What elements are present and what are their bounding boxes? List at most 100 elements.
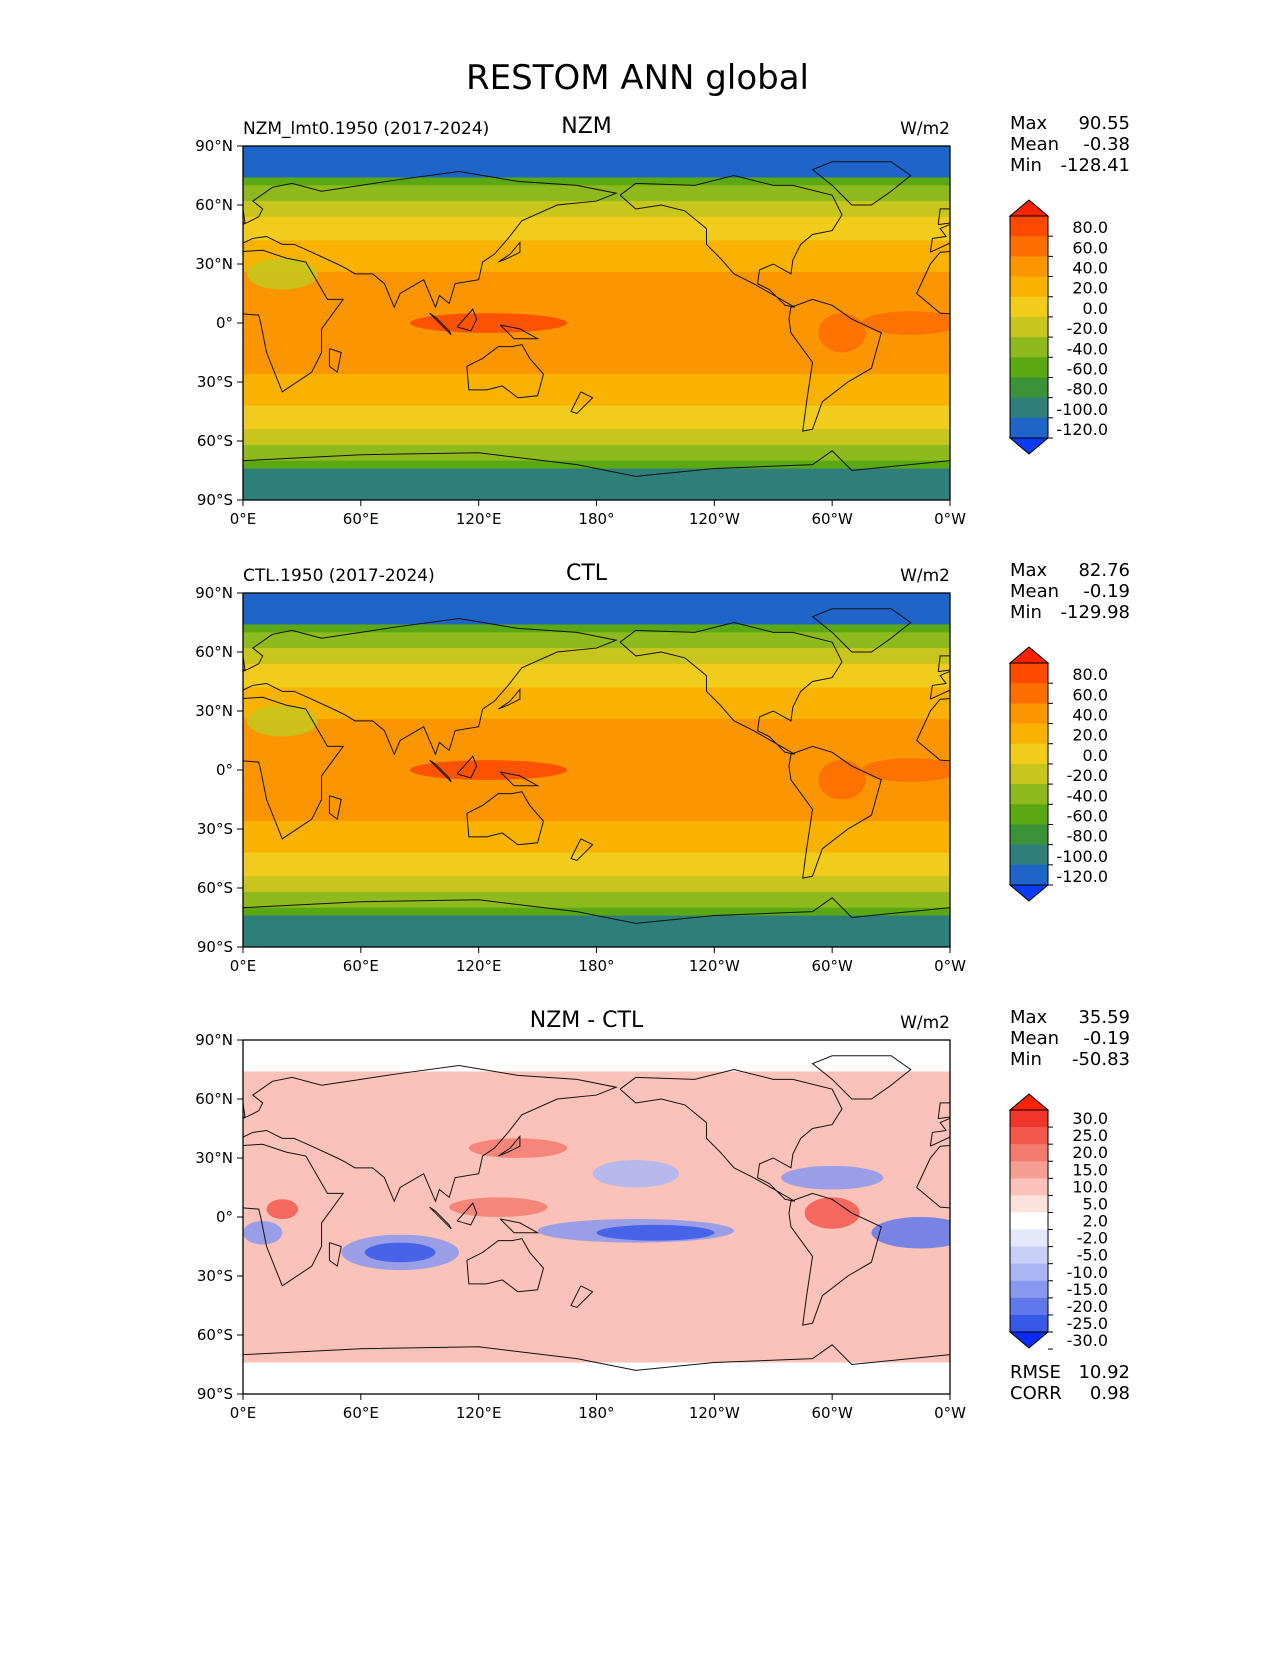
field-band <box>243 444 950 454</box>
field-band <box>243 1299 950 1309</box>
colorbar-segment <box>1010 763 1048 785</box>
field-band <box>243 1346 950 1356</box>
field-band <box>243 224 950 234</box>
field-band <box>243 593 950 602</box>
y-tick-label: 60°S <box>197 1326 233 1344</box>
extra-stat-value: 0.98 <box>1090 1383 1130 1404</box>
colorbar-frame <box>1009 215 1049 439</box>
field-band <box>243 789 950 799</box>
colorbar-frame <box>1009 662 1049 886</box>
extra-stat-value: 10.92 <box>1078 1362 1130 1383</box>
colorbar-extend-top <box>1008 199 1050 217</box>
coastline <box>498 687 521 710</box>
field-band <box>243 671 950 681</box>
coastline <box>328 1242 342 1268</box>
field-band <box>243 366 950 375</box>
colorbar-extend-bottom <box>1008 437 1050 455</box>
field-band <box>243 1291 950 1301</box>
coastline <box>243 696 345 840</box>
field-patch <box>246 705 318 737</box>
field-band <box>243 829 950 838</box>
field-band <box>243 1071 950 1081</box>
field-band <box>243 153 950 163</box>
colorbar-label: 15.0 <box>1072 1160 1108 1179</box>
field-band <box>243 358 950 368</box>
colorbar-segment <box>1010 337 1048 358</box>
x-tick-label: 180° <box>578 957 614 975</box>
panel-2: 0°E 60°E 120°E 180° 120°W 60°W 0°W 90°N 60°N 30°N… <box>195 560 1130 975</box>
coastline <box>243 897 950 924</box>
stat-label: Max <box>1010 560 1048 581</box>
x-tick-label: 0°E <box>230 957 257 975</box>
colorbar-segment <box>1010 1161 1048 1179</box>
field-band <box>243 484 950 493</box>
field-band <box>243 1315 950 1324</box>
field-band <box>243 1102 950 1112</box>
x-tick-label: 60°W <box>811 510 853 528</box>
x-tick-label: 120°E <box>456 510 502 528</box>
field-band <box>243 1323 950 1332</box>
field-band <box>243 232 950 242</box>
field-band <box>243 734 950 744</box>
coastline <box>1207 1219 1244 1233</box>
coastline <box>499 324 540 340</box>
coastline <box>243 171 618 309</box>
coastline <box>498 240 521 263</box>
colorbar-label: -25.0 <box>1067 1314 1108 1333</box>
field-band <box>243 742 950 752</box>
y-tick-label: 60°N <box>195 196 233 214</box>
field-band <box>243 663 950 673</box>
field-band <box>243 1150 950 1159</box>
field-band <box>243 679 950 689</box>
coastline <box>949 460 950 461</box>
coastline <box>937 1102 950 1120</box>
stat-value: -128.41 <box>1061 155 1130 176</box>
field-band <box>243 608 950 618</box>
colorbar-segment <box>1010 357 1048 378</box>
anomaly-patch <box>266 1199 298 1219</box>
colorbar-extend-bottom <box>1008 884 1050 902</box>
field-band <box>243 374 950 383</box>
field-band <box>243 452 950 462</box>
y-tick-label: 90°N <box>195 1031 233 1049</box>
field-band <box>243 1260 950 1269</box>
colorbar-segment <box>1010 216 1048 237</box>
colorbar-label: 10.0 <box>1072 1177 1108 1196</box>
field-band <box>243 711 950 720</box>
colorbar-label: -2.0 <box>1077 1229 1108 1248</box>
y-tick-label: 60°S <box>197 879 233 897</box>
colorbar-label: -10.0 <box>1067 1263 1108 1282</box>
field-band <box>243 177 950 187</box>
colorbar-label: 80.0 <box>1072 665 1108 684</box>
colorbar-extend-bottom <box>1008 1331 1050 1349</box>
anomaly-patch <box>449 1197 548 1217</box>
field-band <box>243 1331 950 1340</box>
field-band <box>243 868 950 877</box>
field-band <box>243 600 950 610</box>
colorbar-label: -20.0 <box>1067 766 1108 785</box>
colorbar-segment <box>1010 1263 1048 1282</box>
field-band <box>243 805 950 815</box>
field-band <box>243 405 950 415</box>
colorbar-label: -30.0 <box>1067 1331 1108 1350</box>
y-tick-label: 90°S <box>197 1385 233 1403</box>
coastline <box>1205 1136 1227 1156</box>
coastline <box>619 1068 843 1202</box>
field-band <box>243 476 950 486</box>
field-band <box>243 766 950 775</box>
field-band <box>243 1378 950 1387</box>
field-band <box>243 876 950 885</box>
field-band <box>243 1040 950 1049</box>
field-band <box>243 695 950 704</box>
coastline <box>466 1238 545 1293</box>
field-band <box>243 773 950 783</box>
x-tick-label: 120°W <box>689 957 740 975</box>
field-band <box>243 655 950 665</box>
field-band <box>243 240 950 250</box>
y-tick-label: 0° <box>216 1208 233 1226</box>
colorbar-label: -40.0 <box>1067 786 1108 805</box>
field-band <box>243 460 950 470</box>
coastline <box>788 745 882 879</box>
anomaly-patch <box>364 1242 436 1263</box>
coastline <box>499 771 540 787</box>
